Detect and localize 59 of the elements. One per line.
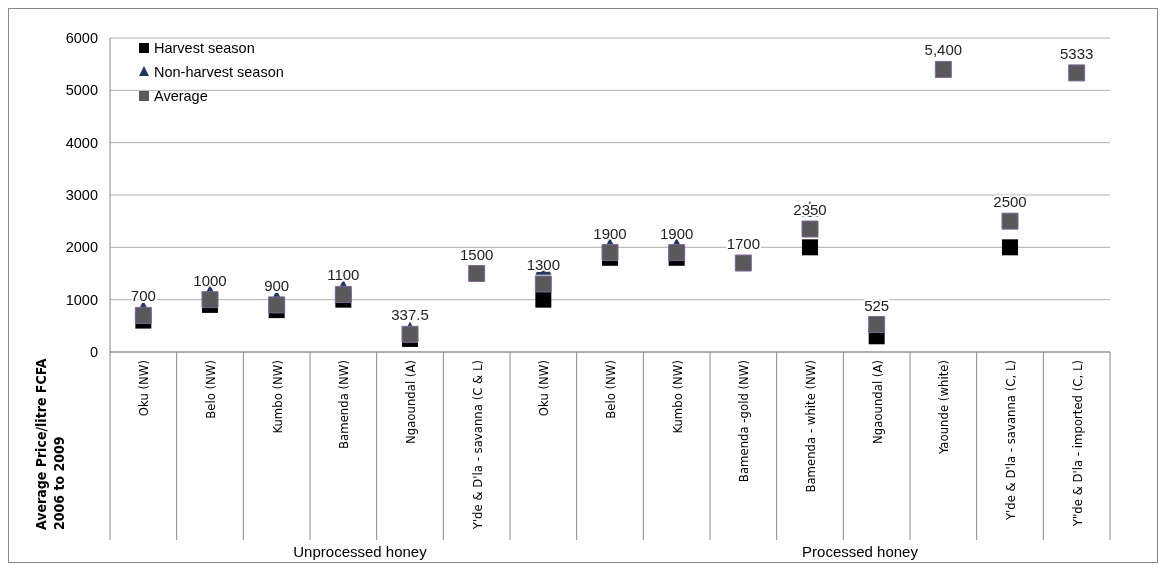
data-label: 1700 <box>726 235 761 253</box>
x-tick-label: Belo (NW) <box>603 360 618 419</box>
x-tick-label: Oku (NW) <box>136 360 152 417</box>
y-tick-label: 2000 <box>65 239 98 256</box>
data-label: 1500 <box>459 245 494 263</box>
x-tick-label: Kumbo (NW) <box>669 360 685 434</box>
y-tick-label: 6000 <box>65 30 98 46</box>
y-tick-label: 4000 <box>65 134 98 151</box>
point <box>535 291 552 308</box>
data-label: 1900 <box>659 224 694 242</box>
data-label: 1900 <box>593 224 627 242</box>
point <box>734 254 752 272</box>
x-tick-label: Kumbo (NW) <box>269 360 285 434</box>
data-label: 5333 <box>1059 44 1094 62</box>
point <box>868 316 886 334</box>
x-tick-label: Oku (NW) <box>536 360 552 417</box>
x-tick-label: Yaounde (white) <box>936 360 952 455</box>
x-tick-label: Ngaoundal (A) <box>869 360 885 445</box>
point <box>934 60 952 78</box>
x-tick-label: Ngaoundal (A) <box>403 360 418 445</box>
point <box>468 265 486 282</box>
y-tick-label: 1000 <box>65 291 98 308</box>
data-label: 2500 <box>993 193 1027 211</box>
text: Unprocessed honey <box>293 543 428 560</box>
data-label: 525 <box>864 296 890 314</box>
legend-label: Non-harvest season <box>154 64 284 80</box>
data-label: 900 <box>264 276 290 294</box>
point <box>668 244 686 262</box>
x-tick-label: Y"de & D'la - imported (C, L) <box>1069 360 1085 528</box>
point <box>601 244 619 262</box>
point <box>801 220 819 238</box>
data-label: 337.5 <box>391 306 429 324</box>
y-tick-label: 0 <box>89 344 98 360</box>
data-label: 5,400 <box>924 41 963 59</box>
data-label: 700 <box>130 287 156 305</box>
point <box>1002 239 1018 256</box>
data-label: 1000 <box>193 271 227 289</box>
legend-label: Harvest season <box>154 40 255 56</box>
point <box>334 285 352 303</box>
y-tick-label: 3000 <box>65 187 98 203</box>
x-tick-label: Bamenda -gold (NW) <box>736 360 752 483</box>
point <box>268 296 286 314</box>
y-axis-title: Average Price/litre FCFA 2006 to 2009 <box>33 358 67 530</box>
x-tick-label: Bamenda (NW) <box>336 360 352 449</box>
legend-label: Average <box>154 88 208 104</box>
x-tick-label: Y'de & D'la - savanna (C & L) <box>469 360 485 531</box>
y-tick-label: 5000 <box>65 82 98 99</box>
point <box>134 306 152 324</box>
point <box>534 275 552 293</box>
x-tick-label: Bamenda - white (NW) <box>803 360 818 493</box>
x-tick-label: Belo (NW) <box>203 360 218 419</box>
text: Processed honey <box>802 543 919 560</box>
point <box>201 291 219 309</box>
point <box>1001 212 1019 230</box>
point <box>1068 64 1086 82</box>
point <box>802 239 818 256</box>
x-tick-label: Y'de & D'la - savanna (C, L) <box>1003 360 1018 522</box>
data-label: 1100 <box>327 266 360 284</box>
point <box>401 325 419 343</box>
